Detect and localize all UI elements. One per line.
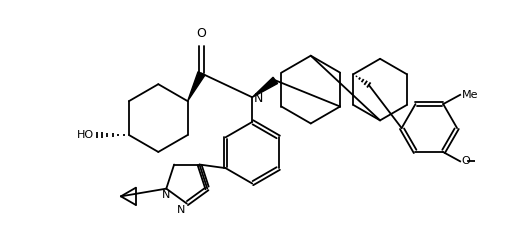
Text: HO: HO <box>77 130 94 140</box>
Polygon shape <box>188 72 205 101</box>
Polygon shape <box>252 77 278 97</box>
Text: O: O <box>197 27 206 40</box>
Text: N: N <box>254 92 263 105</box>
Text: N: N <box>162 190 170 200</box>
Text: N: N <box>177 205 185 215</box>
Text: Me: Me <box>462 90 478 100</box>
Text: O: O <box>462 156 470 166</box>
